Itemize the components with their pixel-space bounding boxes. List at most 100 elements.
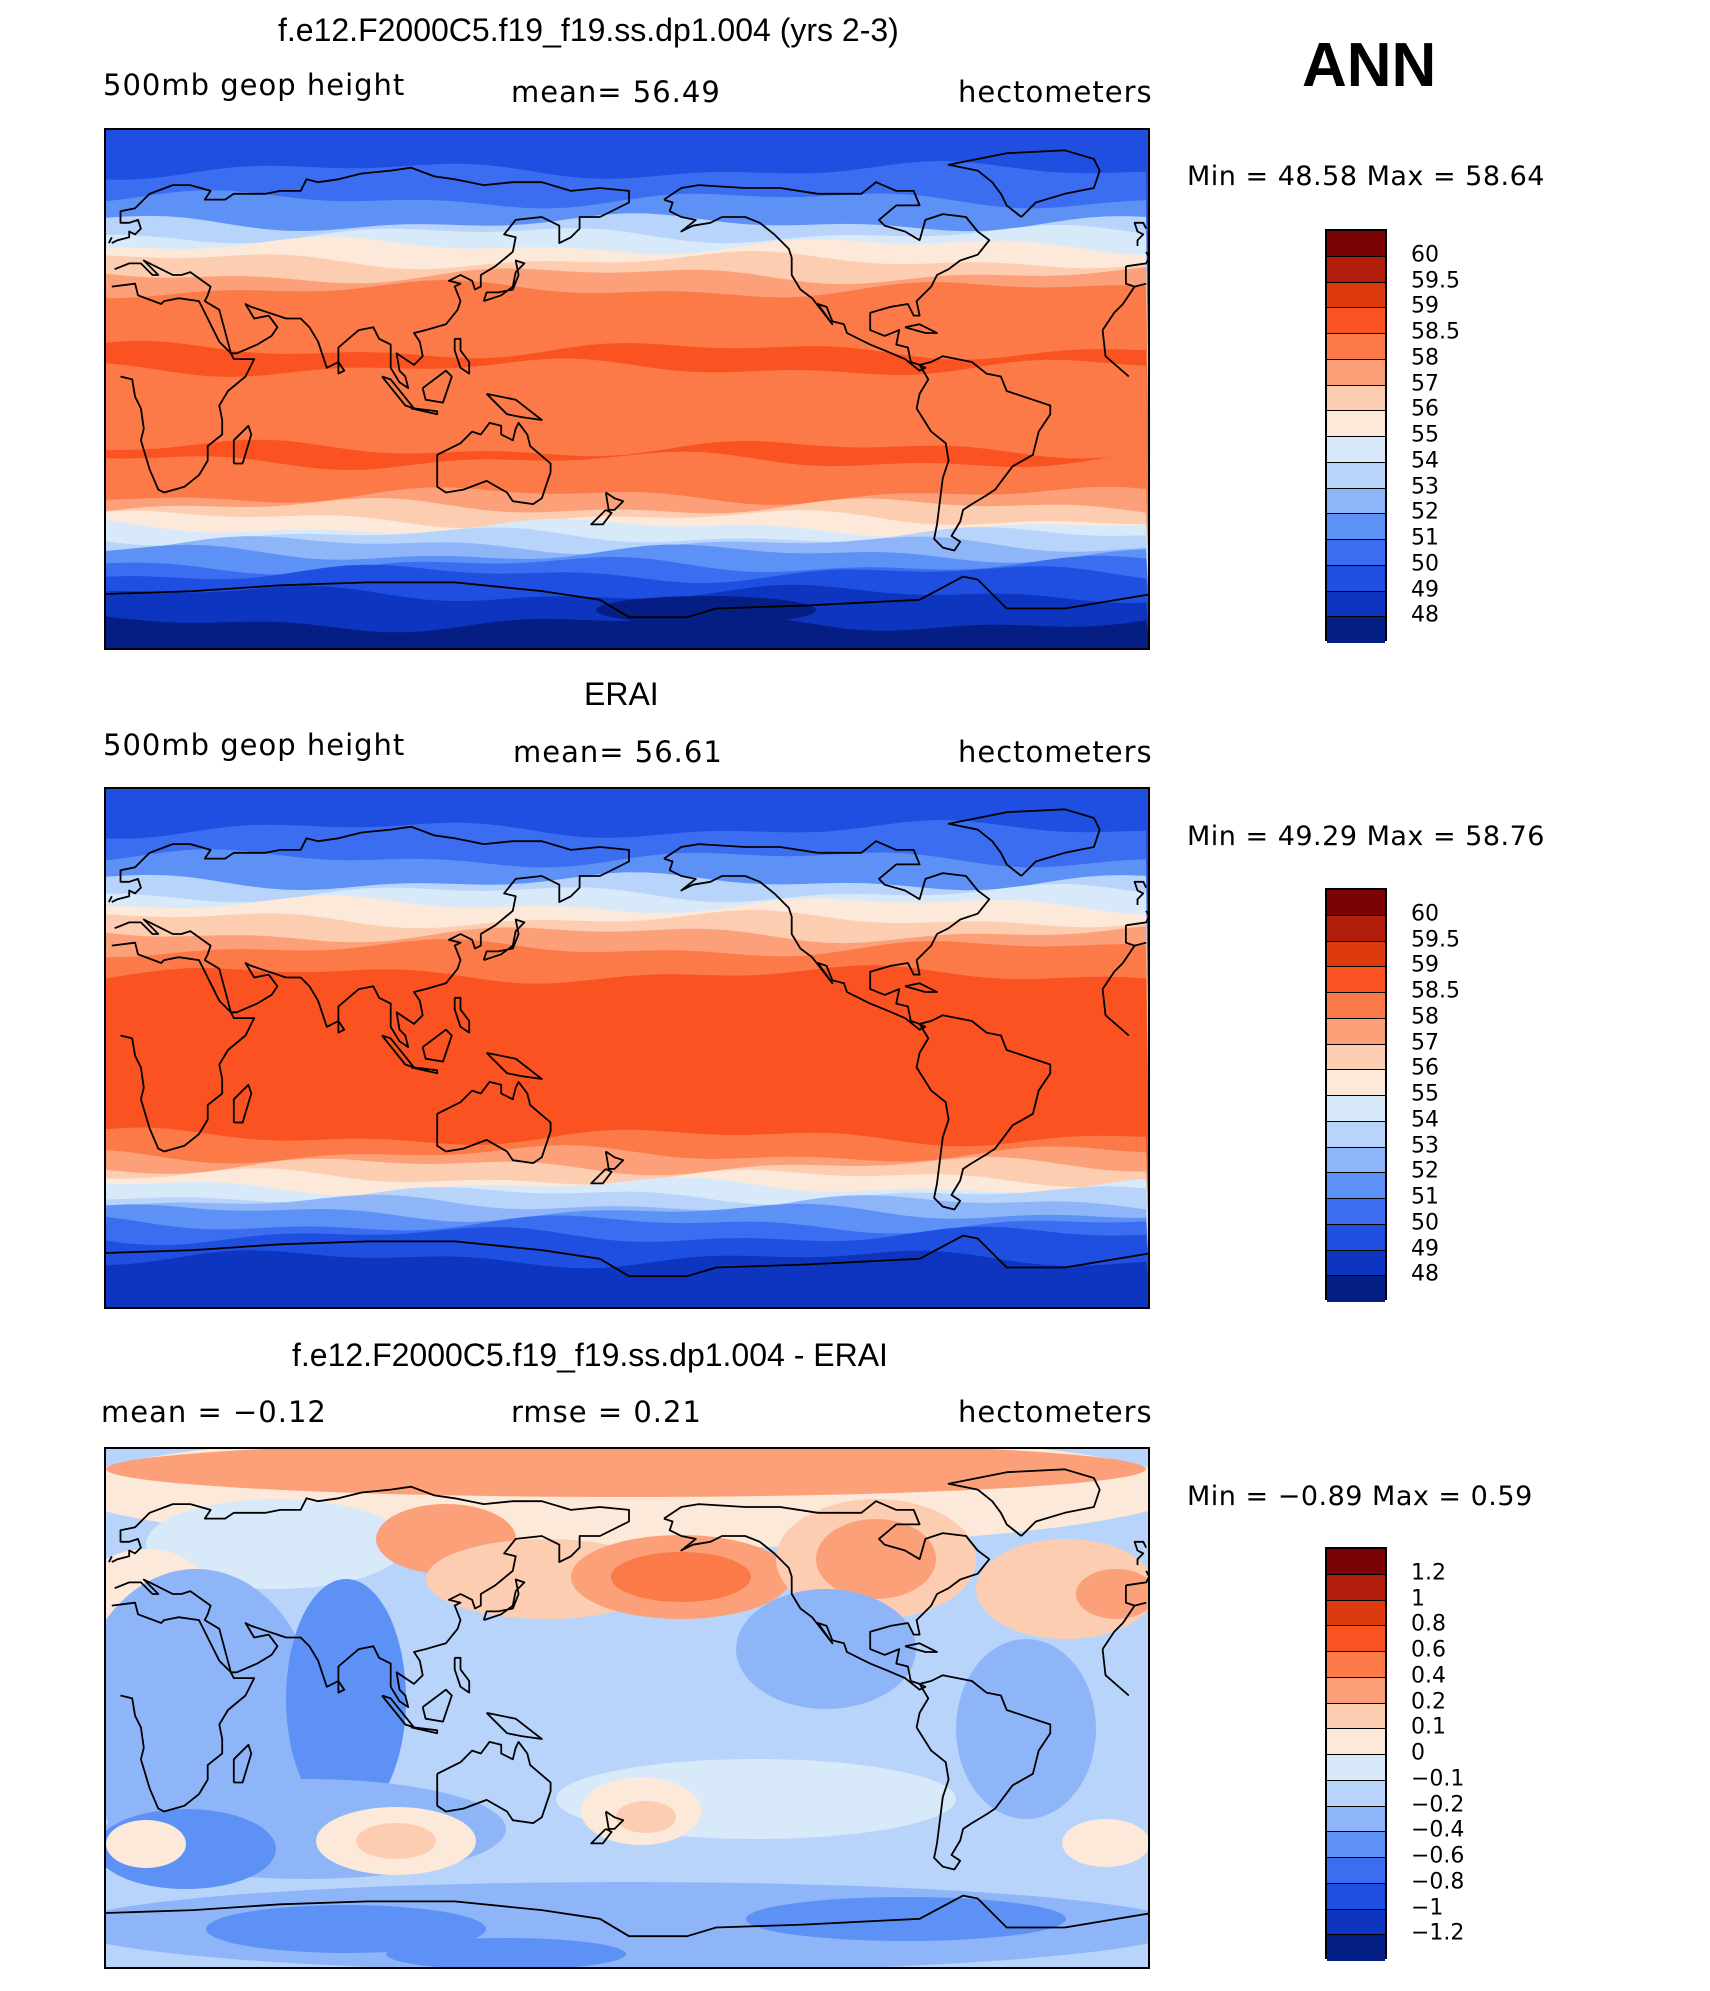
colorbar-tick-label: −0.1: [1411, 1766, 1465, 1792]
colorbar-swatch: [1327, 1173, 1385, 1199]
colorbar-swatch: [1327, 540, 1385, 566]
colorbar-tick-label: 59: [1411, 952, 1439, 978]
colorbar-swatch: [1327, 1096, 1385, 1122]
colorbar-swatch: [1327, 1549, 1385, 1575]
panel-3-mean: mean = −0.12: [101, 1395, 327, 1429]
colorbar-swatch: [1327, 1652, 1385, 1678]
coastline: [111, 941, 1136, 1153]
colorbar-swatch: [1327, 1909, 1385, 1936]
field-anomaly: [1062, 1819, 1148, 1867]
colorbar-swatch: [1327, 1600, 1385, 1627]
coastline: [663, 840, 991, 1031]
colorbar-tick-label: 60: [1411, 901, 1439, 927]
field-anomaly: [386, 1938, 626, 1967]
colorbar-swatch: [1327, 231, 1385, 257]
colorbar-swatch: [1327, 411, 1385, 437]
colorbar-tick-label: 58: [1411, 1004, 1439, 1030]
field-band: [106, 615, 1148, 648]
colorbar-tick-label: 52: [1411, 1158, 1439, 1184]
colorbar-tick-label: 48: [1411, 1261, 1439, 1287]
coastline: [337, 1680, 346, 1694]
field-anomaly: [206, 1905, 486, 1953]
coastline: [947, 808, 1101, 877]
field-anomaly: [611, 1552, 751, 1602]
colorbar-swatch: [1327, 915, 1385, 942]
colorbar-swatch: [1327, 1018, 1385, 1045]
colorbar-tick-label: 59: [1411, 293, 1439, 319]
colorbar-tick-label: 0.6: [1411, 1637, 1446, 1663]
colorbar-tick-label: 55: [1411, 422, 1439, 448]
colorbar-swatch: [1327, 359, 1385, 386]
colorbar-tick-label: −0.6: [1411, 1843, 1465, 1869]
panel-1-left-label: 500mb geop height: [103, 68, 406, 102]
colorbar-tick-label: 1.2: [1411, 1560, 1446, 1586]
colorbar-swatch: [1327, 1276, 1385, 1302]
colorbar-swatch: [1327, 591, 1385, 618]
coastline: [111, 1485, 1148, 1708]
coastline: [410, 407, 439, 416]
coastline: [108, 1540, 1148, 1565]
coastline: [410, 1066, 439, 1075]
coastlines: [106, 149, 1148, 619]
panel-2-mean: mean= 56.61: [513, 735, 723, 769]
colorbar-swatch: [1327, 1780, 1385, 1807]
colorbar-swatch: [1327, 437, 1385, 463]
coastline: [604, 491, 625, 511]
coastline: [337, 1020, 346, 1034]
colorbar-tick-label: −0.4: [1411, 1817, 1465, 1843]
field-anomaly: [146, 1499, 406, 1589]
coastline: [590, 1828, 613, 1845]
colorbar-swatch: [1327, 256, 1385, 283]
coastline: [111, 166, 1148, 389]
panel-2-colorbar: 60 59.5 59 58.5 58 57 56 55 54 53 52 51 50 49 48: [1325, 888, 1460, 1302]
coastline: [436, 1741, 552, 1824]
coastline: [604, 1150, 625, 1170]
panel-2-units: hectometers: [958, 735, 1153, 769]
coastline: [337, 361, 346, 375]
colorbar-tick-label: 57: [1411, 1030, 1439, 1055]
coastline: [915, 1674, 1052, 1871]
coastline: [111, 825, 1148, 1048]
field-bands: [106, 130, 1148, 648]
colorbar-swatch: [1327, 1883, 1385, 1910]
colorbar-tick-label: −0.8: [1411, 1869, 1465, 1895]
colorbar-swatch: [1327, 385, 1385, 412]
colorbar-tick-label: 49: [1411, 577, 1439, 602]
coastline: [453, 1656, 471, 1694]
colorbar-tick-label: 58.5: [1411, 978, 1460, 1004]
colorbar-tick-label: 48: [1411, 602, 1439, 628]
coastline: [421, 369, 453, 404]
field-anomaly: [106, 1820, 186, 1868]
colorbar-box: [1325, 1547, 1387, 1961]
colorbar-tick-label: 53: [1411, 1133, 1439, 1158]
field-anomaly: [1076, 1569, 1148, 1619]
colorbar-tick-label: 56: [1411, 396, 1439, 422]
colorbar-swatch: [1327, 1044, 1385, 1071]
colorbar-tick-label: 59.5: [1411, 268, 1460, 293]
colorbar-tick-label: 58.5: [1411, 319, 1460, 345]
field-anomaly: [816, 1519, 936, 1599]
colorbar-swatch: [1327, 1703, 1385, 1730]
colorbar-swatch: [1327, 890, 1385, 916]
coastline: [590, 509, 613, 526]
coastline: [111, 282, 1136, 494]
coastline: [410, 1726, 439, 1735]
colorbar-swatch: [1327, 1935, 1385, 1961]
colorbar-swatch: [1327, 1755, 1385, 1781]
colorbar-swatch: [1327, 1677, 1385, 1704]
coastline: [106, 1894, 1148, 1938]
colorbar-box: [1325, 229, 1387, 643]
coastline: [111, 1601, 1136, 1813]
colorbar-tick-label: −1: [1411, 1895, 1444, 1920]
coastline: [915, 1014, 1052, 1211]
panel-3-units: hectometers: [958, 1395, 1153, 1429]
coastline: [482, 259, 526, 302]
coastline: [108, 221, 1148, 246]
colorbar-tick-label: 54: [1411, 448, 1439, 474]
coastline: [485, 1712, 543, 1740]
colorbar-tick-label: 58: [1411, 345, 1439, 371]
colorbar-tick-label: 50: [1411, 1210, 1439, 1236]
panel-1-mean: mean= 56.49: [511, 75, 721, 109]
colorbar-swatch: [1327, 282, 1385, 309]
field-anomaly: [286, 1579, 406, 1819]
